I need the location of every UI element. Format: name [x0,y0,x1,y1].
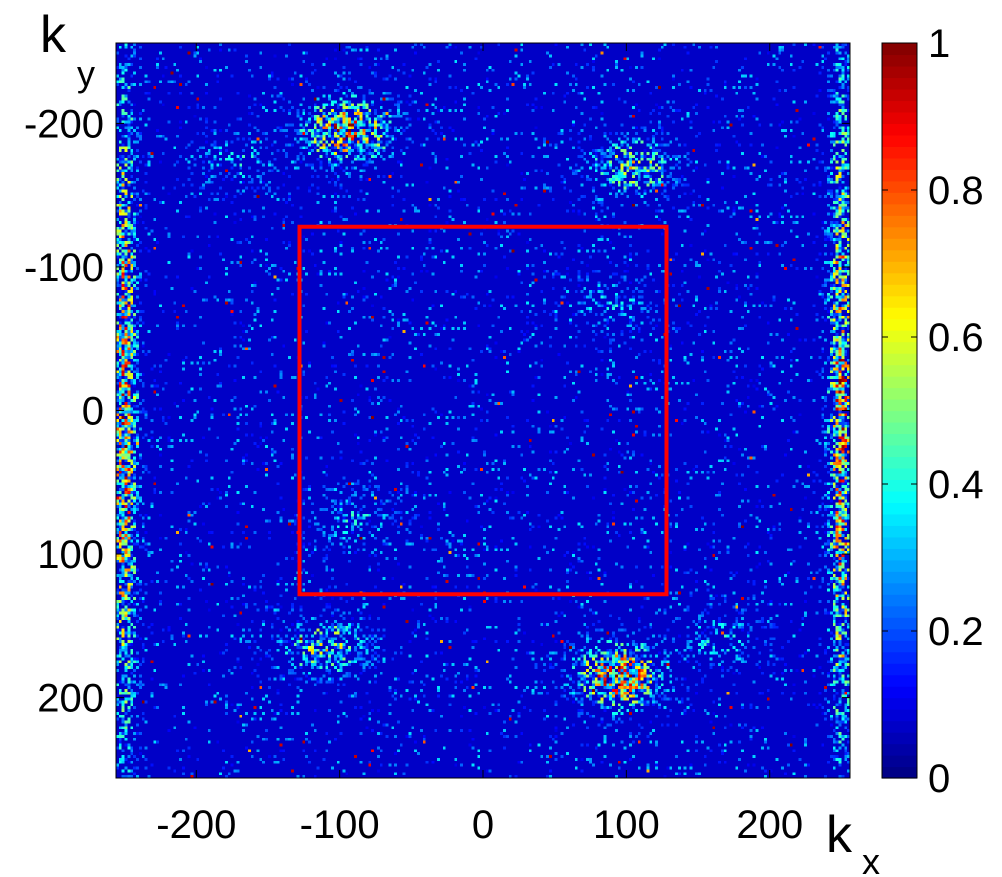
y-axis-label-subscript: y [77,53,95,94]
colorbar-segment [882,663,917,676]
colorbar-segment [882,697,917,710]
colorbar-segment [882,743,917,756]
colorbar-segment [882,261,917,274]
colorbar-segment [882,192,917,205]
colorbar-segment [882,249,917,262]
colorbar-tick-label: 0 [928,757,950,801]
colorbar-segment [882,720,917,733]
colorbar: 0 0.2 0.4 0.6 0.8 1 [881,22,984,801]
colorbar-segment [882,605,917,618]
colorbar-segment [882,111,917,124]
colorbar-segment [882,180,917,193]
y-tick-label: 100 [37,533,104,577]
colorbar-tick-label: 0.6 [928,316,984,360]
colorbar-segment [882,272,917,285]
colorbar-segment [882,54,917,67]
colorbar-segment [882,215,917,228]
colorbar-segment [882,100,917,113]
colorbar-segment [882,387,917,400]
colorbar-segment [882,755,917,768]
colorbar-segment [882,582,917,595]
colorbar-segment [882,732,917,745]
x-axis-label: k x [826,806,880,877]
colorbar-segment [882,123,917,136]
x-axis-label-symbol: k [826,806,853,864]
colorbar-segment [882,467,917,481]
colorbar-segment [882,628,917,641]
heatmap-cells [116,43,850,778]
y-axis-label: k y [40,6,95,94]
colorbar-segment [882,640,917,653]
y-tick-label: -200 [24,102,104,146]
colorbar-segment [882,525,917,538]
x-tick-label: 0 [472,803,494,847]
colorbar-segment [882,674,917,687]
colorbar-segment [882,134,917,147]
colorbar-segment [882,88,917,102]
colorbar-segment [882,203,917,216]
colorbar-segment [882,617,917,630]
colorbar-segment [882,536,917,549]
colorbar-segment [882,318,917,331]
x-tick-label: 200 [736,803,803,847]
y-tick-label: 200 [37,677,104,721]
x-axis-label-subscript: x [862,841,880,877]
colorbar-tick-label: 1 [928,22,950,66]
colorbar-segment [882,238,917,251]
colorbar-tick-label: 0.4 [928,463,984,507]
colorbar-segment [882,444,917,458]
y-tick-label: 0 [82,390,104,434]
colorbar-segment [882,548,917,561]
colorbar-segment [882,456,917,469]
colorbar-segment [882,157,917,170]
colorbar-segment [882,353,917,366]
colorbar-segment [882,571,917,584]
colorbar-segment [882,65,917,79]
colorbar-segment [882,399,917,412]
y-tick-label: -100 [24,246,104,290]
colorbar-segment [882,295,917,308]
colorbar-segment [882,77,917,90]
colorbar-segment [882,410,917,423]
colorbar-segment [882,651,917,664]
colorbar-segment [882,502,917,515]
annotation-rectangle [297,224,669,597]
colorbar-segment [882,709,917,722]
plot-area [116,43,850,778]
colorbar-segment [882,479,917,492]
y-axis-label-symbol: k [40,6,67,64]
colorbar-segment [882,594,917,607]
colorbar-segment [882,169,917,182]
colorbar-segment [882,433,917,446]
colorbar-segment [882,330,917,343]
x-tick-label: 100 [593,803,660,847]
colorbar-tick-label: 0.8 [928,169,984,213]
colorbar-segment [882,341,917,354]
x-tick-label: -200 [156,803,236,847]
colorbar-segment [882,559,917,572]
axes: -200 -100 0 100 200 -200 -100 0 100 200 [24,42,851,847]
colorbar-segment [882,43,917,56]
colorbar-segment [882,766,917,779]
colorbar-tick-label: 0.2 [928,610,984,654]
colorbar-segment [882,686,917,699]
x-tick-label: -100 [300,803,380,847]
colorbar-segment [882,146,917,159]
colorbar-segment [882,490,917,503]
colorbar-frame [881,42,918,779]
colorbar-segment [882,284,917,297]
colorbar-segment [882,364,917,377]
colorbar-segment [882,226,917,239]
colorbar-segment [882,513,917,526]
colorbar-segment [882,421,917,435]
colorbar-segment [882,376,917,389]
colorbar-segment [882,307,917,320]
